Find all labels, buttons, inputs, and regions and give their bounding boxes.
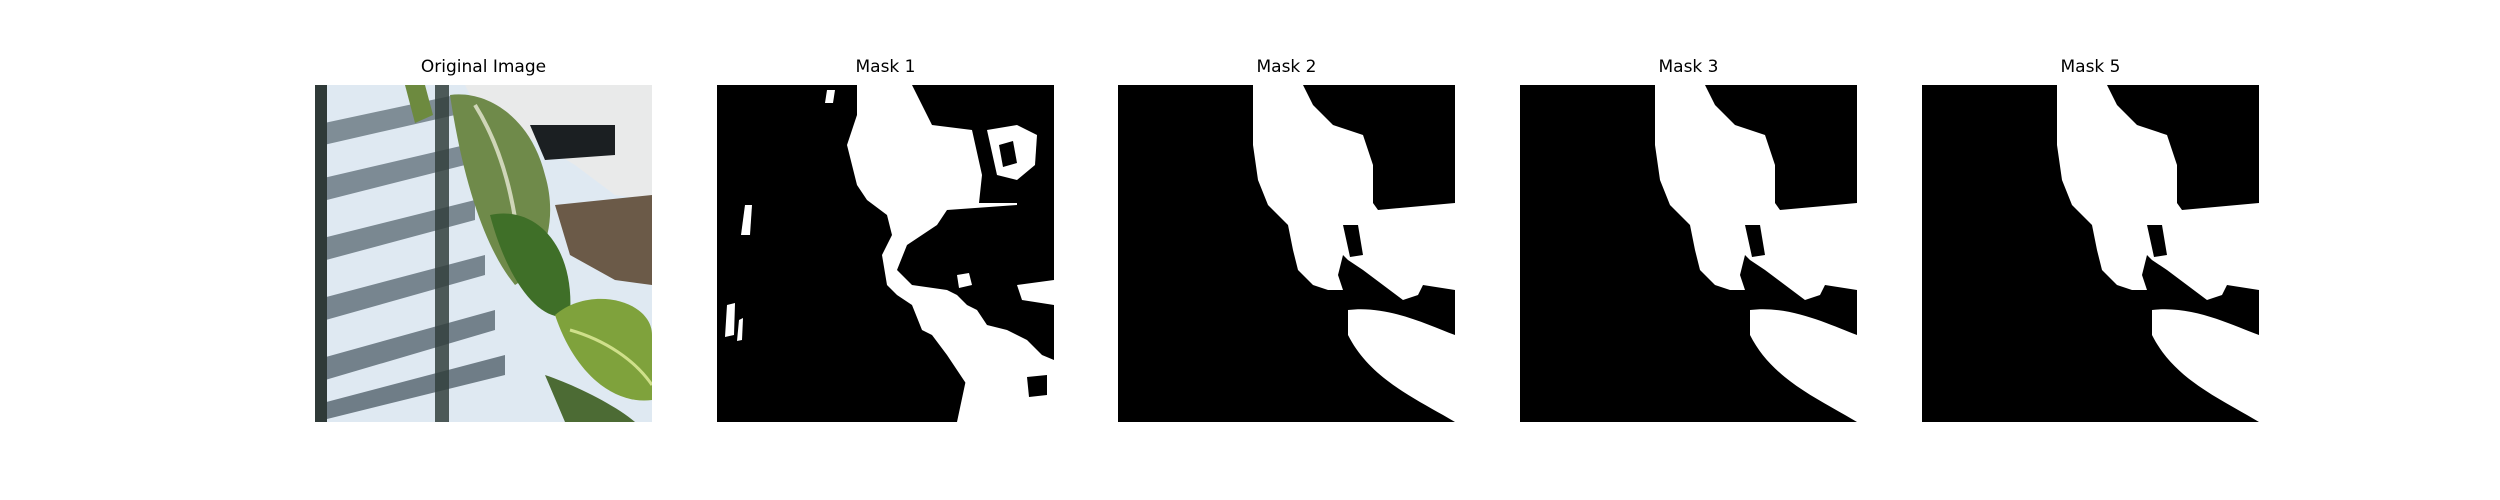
mask-1-image	[717, 85, 1054, 422]
mask-speck	[825, 90, 835, 103]
mask-speck	[741, 205, 752, 235]
mask-region	[1348, 309, 1455, 422]
original-photo	[315, 85, 652, 422]
blind-slat	[315, 310, 495, 383]
panel-title: Mask 3	[1658, 57, 1719, 77]
mask-region	[1655, 85, 1857, 300]
panel-title: Mask 1	[855, 57, 916, 77]
window-mullion	[435, 85, 449, 422]
mask-region	[1253, 85, 1455, 300]
mask-hole	[999, 141, 1017, 167]
mask-hole	[1343, 225, 1363, 257]
panel-title: Mask 2	[1256, 57, 1317, 77]
mask-region	[847, 85, 1054, 422]
mask-hole	[1745, 225, 1765, 257]
mask-region	[1750, 309, 1857, 422]
mask-speck	[737, 318, 743, 341]
panel-original-image: Original Image	[315, 57, 652, 422]
mask-region	[2152, 309, 2259, 422]
mask-region	[1017, 280, 1054, 305]
mask-hole	[1027, 375, 1047, 397]
mask-speck	[725, 303, 735, 337]
window-frame	[315, 85, 327, 422]
panel-title: Original Image	[420, 57, 547, 77]
leaf	[405, 85, 433, 123]
panel-mask-5: Mask 5	[1922, 57, 2259, 422]
blind-slat	[315, 145, 465, 203]
plant-soil	[555, 195, 652, 285]
blind-slat	[315, 355, 505, 422]
pot-shadow	[530, 125, 615, 160]
mask-5-image	[1922, 85, 2259, 422]
leaf	[490, 213, 571, 317]
leaf	[555, 298, 652, 401]
panel-mask-1: Mask 1	[717, 57, 1054, 422]
panel-mask-3: Mask 3	[1520, 57, 1857, 422]
panel-title: Mask 5	[2060, 57, 2121, 77]
mask-region	[2057, 85, 2259, 300]
panel-mask-2: Mask 2	[1118, 57, 1455, 422]
mask-3-image	[1520, 85, 1857, 422]
mask-speck	[957, 273, 972, 288]
mask-hole	[2147, 225, 2167, 257]
leaf-vein	[569, 328, 652, 386]
mask-2-image	[1118, 85, 1455, 422]
leaf	[545, 375, 635, 422]
